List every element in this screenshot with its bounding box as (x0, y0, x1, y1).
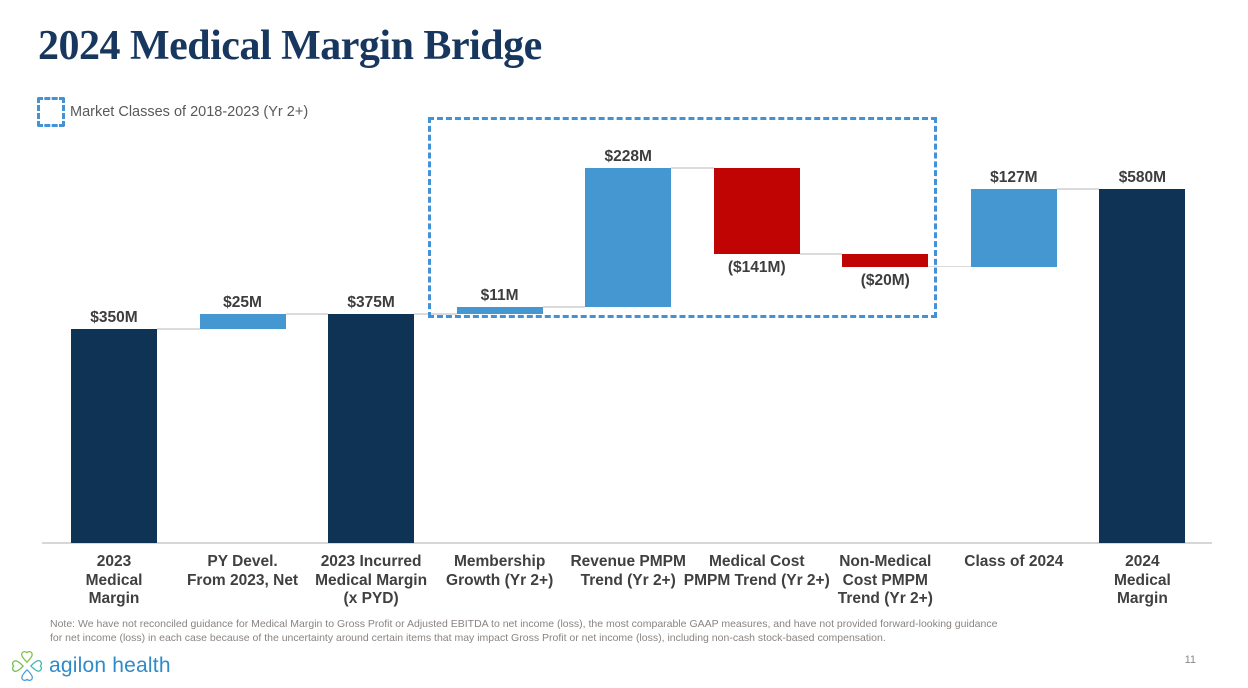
category-label-line: Trend (Yr 2+) (837, 590, 933, 607)
category-label-line: Medical (85, 571, 143, 589)
category-label-line: Cost PMPM (842, 571, 928, 589)
category-label-line: PY Devel. (207, 553, 278, 570)
category-label-line: PMPM Trend (Yr 2+) (683, 571, 830, 589)
connector-line (928, 265, 971, 268)
value-label-py-devel-from-2023-net: $25M (223, 294, 262, 312)
footnote-line-2: for net income (loss) in each case becau… (50, 632, 886, 644)
connector-line (414, 313, 457, 315)
connector-line (671, 167, 714, 169)
category-label-line: 2023 (96, 553, 132, 570)
value-label-membership-growth-yr-2: $11M (480, 287, 519, 305)
category-label-line: Medical Margin (315, 571, 428, 589)
agilon-clover-icon (11, 650, 43, 682)
category-label-line: Revenue PMPM (570, 553, 686, 570)
category-label-py-devel-from-2023-net: PY Devel. From 2023, Net (161, 553, 325, 590)
x-axis-line (42, 542, 1212, 544)
bar-non-medical-cost-pmpm-trend-yr-2 (842, 254, 929, 267)
connector-line (542, 306, 586, 308)
company-logo: agilon health (10, 649, 171, 683)
category-label-2023-incurred-medical-margin-x-pyd: 2023 Incurred Medical Margin (x PYD) (289, 553, 453, 609)
market-classes-highlight-box (427, 117, 938, 318)
value-label-2024-medical-margin: $580M (1118, 169, 1167, 187)
category-label-line: 2024 (1125, 553, 1160, 570)
bar-2023-incurred-medical-margin-x-pyd (328, 314, 415, 543)
bar-py-devel-from-2023-net (199, 314, 286, 330)
value-label-2023-incurred-medical-margin-x-pyd: $375M (347, 294, 395, 312)
logo-wordmark: agilon health (49, 654, 171, 677)
category-label-2023-medical-margin: 2023 Medical Margin (32, 553, 196, 609)
category-label-2024-medical-margin: 2024 Medical Margin (1060, 553, 1224, 609)
value-label-2023-medical-margin: $350M (90, 309, 138, 327)
category-label-line: Non-Medical (839, 553, 932, 570)
category-label-line: Margin (1116, 590, 1168, 607)
bar-2023-medical-margin (71, 329, 157, 543)
category-label-line: 2023 Incurred (320, 553, 422, 570)
legend-label: Market Classes of 2018-2023 (Yr 2+) (70, 104, 309, 120)
category-label-non-medical-cost-pmpm-trend-yr-2: Non-Medical Cost PMPM Trend (Yr 2+) (803, 553, 967, 609)
connector-line (285, 313, 329, 315)
category-label-line: Margin (88, 590, 140, 607)
category-label-line: From 2023, Net (186, 571, 299, 589)
category-label-line: Trend (Yr 2+) (580, 571, 676, 589)
legend-dashed-box-swatch (37, 97, 65, 127)
value-label-non-medical-cost-pmpm-trend-yr-2: ($20M) (860, 271, 910, 289)
page-title: 2024 Medical Margin Bridge (38, 23, 542, 69)
category-label-line: Medical Cost (708, 553, 805, 570)
category-label-line: Membership (453, 553, 546, 570)
value-label-medical-cost-pmpm-trend-yr-2: ($141M) (727, 259, 786, 277)
category-label-revenue-pmpm-trend-yr-2: Revenue PMPM Trend (Yr 2+) (546, 553, 710, 590)
category-label-medical-cost-pmpm-trend-yr-2: Medical Cost PMPM Trend (Yr 2+) (675, 553, 839, 590)
category-label-line: Class of 2024 (964, 553, 1064, 570)
bar-class-of-2024 (970, 189, 1057, 267)
category-label-membership-growth-yr-2: Membership Growth (Yr 2+) (418, 553, 582, 590)
value-label-class-of-2024: $127M (990, 169, 1038, 187)
connector-line (1056, 188, 1100, 190)
footnote: Note: We have not reconciled guidance fo… (50, 617, 997, 645)
category-label-line: Growth (Yr 2+) (446, 571, 554, 589)
value-label-revenue-pmpm-trend-yr-2: $228M (604, 148, 652, 166)
connector-line (157, 328, 200, 330)
category-label-line: Medical (1113, 571, 1171, 589)
bar-revenue-pmpm-trend-yr-2 (585, 168, 672, 308)
bar-2024-medical-margin (1099, 189, 1186, 543)
category-label-class-of-2024: Class of 2024 (932, 553, 1096, 572)
bar-medical-cost-pmpm-trend-yr-2 (713, 168, 800, 255)
connector-line (799, 253, 843, 255)
bar-membership-growth-yr-2 (456, 307, 543, 315)
category-label-line: (x PYD) (343, 590, 399, 607)
page-number: 11 (1184, 654, 1196, 666)
footnote-line-1: Note: We have not reconciled guidance fo… (50, 618, 998, 630)
